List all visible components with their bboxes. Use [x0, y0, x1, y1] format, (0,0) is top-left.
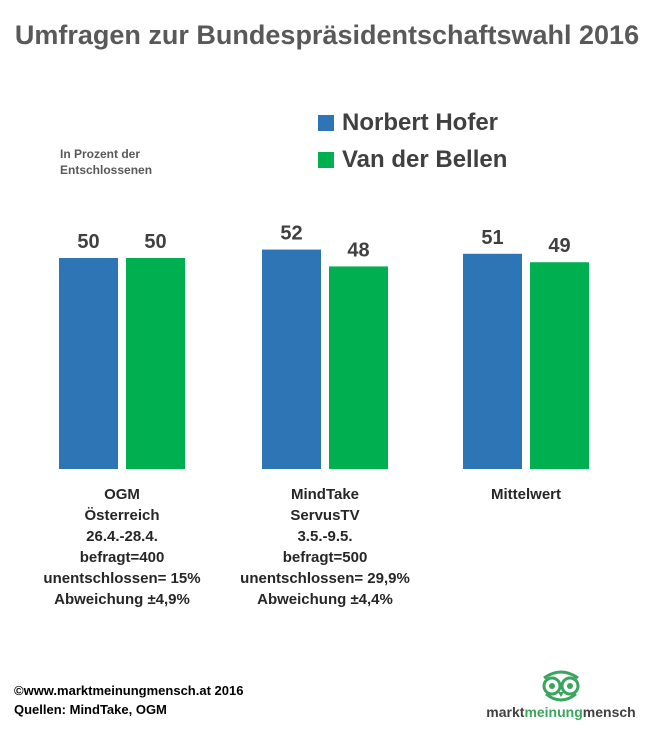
group-label-line: Österreich — [84, 507, 160, 524]
group-label-line: 3.5.-9.5. — [297, 528, 353, 545]
group-label-line: unentschlossen= 15% — [43, 570, 201, 587]
data-label-norbert-hofer-mindtake: 52 — [280, 223, 302, 245]
data-label-norbert-hofer-ogm: 50 — [77, 231, 99, 253]
logo-word-markt: markt — [486, 704, 525, 720]
brand-logo: marktmeinungmensch — [476, 666, 646, 726]
data-label-van-der-bellen-ogm: 50 — [144, 231, 166, 253]
chart-title: Umfragen zur Bundespräsidentschaftswahl … — [14, 20, 640, 50]
owl-icon — [542, 670, 580, 702]
legend-label-norbert-hofer: Norbert Hofer — [342, 109, 499, 136]
bar-norbert-hofer-mindtake — [262, 249, 321, 469]
legend-swatch-norbert-hofer — [318, 115, 334, 131]
group-label-ogm: OGM Österreich 26.4.-28.4. befragt=400 unent… — [22, 484, 222, 610]
footer-sources: Quellen: MindTake, OGM — [14, 702, 167, 717]
group-label-mindtake: MindTake ServusTV 3.5.-9.5. befragt=500 unen… — [225, 484, 425, 610]
group-label-line: OGM — [104, 486, 140, 503]
group-label-line: befragt=500 — [282, 549, 368, 566]
group-label-line: unentschlossen= 29,9% — [240, 570, 410, 587]
group-label-line: Mittelwert — [490, 486, 561, 503]
logo-word-mensch: mensch — [582, 704, 636, 720]
group-label-line: Abweichung ±4,9% — [54, 591, 190, 608]
bar-van-der-bellen-ogm — [126, 258, 185, 469]
group-label-mittelwert: Mittelwert — [426, 484, 626, 505]
logo-word-meinung: meinung — [524, 704, 583, 720]
unit-note: In Prozent der Entschlossenen — [60, 147, 153, 177]
group-label-line: ServusTV — [290, 507, 360, 524]
bar-norbert-hofer-ogm — [59, 258, 118, 469]
group-label-line: MindTake — [290, 486, 360, 503]
bar-van-der-bellen-mittelwert — [530, 262, 589, 469]
group-label-line: 26.4.-28.4. — [86, 528, 158, 545]
data-label-van-der-bellen-mindtake: 48 — [347, 239, 369, 261]
logo-wordmark: marktmeinungmensch — [476, 704, 646, 720]
data-label-norbert-hofer-mittelwert: 51 — [481, 227, 503, 249]
legend-label-van-der-bellen: Van der Bellen — [342, 146, 508, 173]
group-label-line: Abweichung ±4,4% — [257, 591, 393, 608]
group-label-line: befragt=400 — [79, 549, 165, 566]
data-label-van-der-bellen-mittelwert: 49 — [548, 235, 570, 257]
footer-copyright: ©www.marktmeinungmensch.at 2016 — [14, 683, 244, 698]
bar-van-der-bellen-mindtake — [329, 266, 388, 469]
legend-swatch-van-der-bellen — [318, 152, 334, 168]
bar-norbert-hofer-mittelwert — [463, 253, 522, 469]
